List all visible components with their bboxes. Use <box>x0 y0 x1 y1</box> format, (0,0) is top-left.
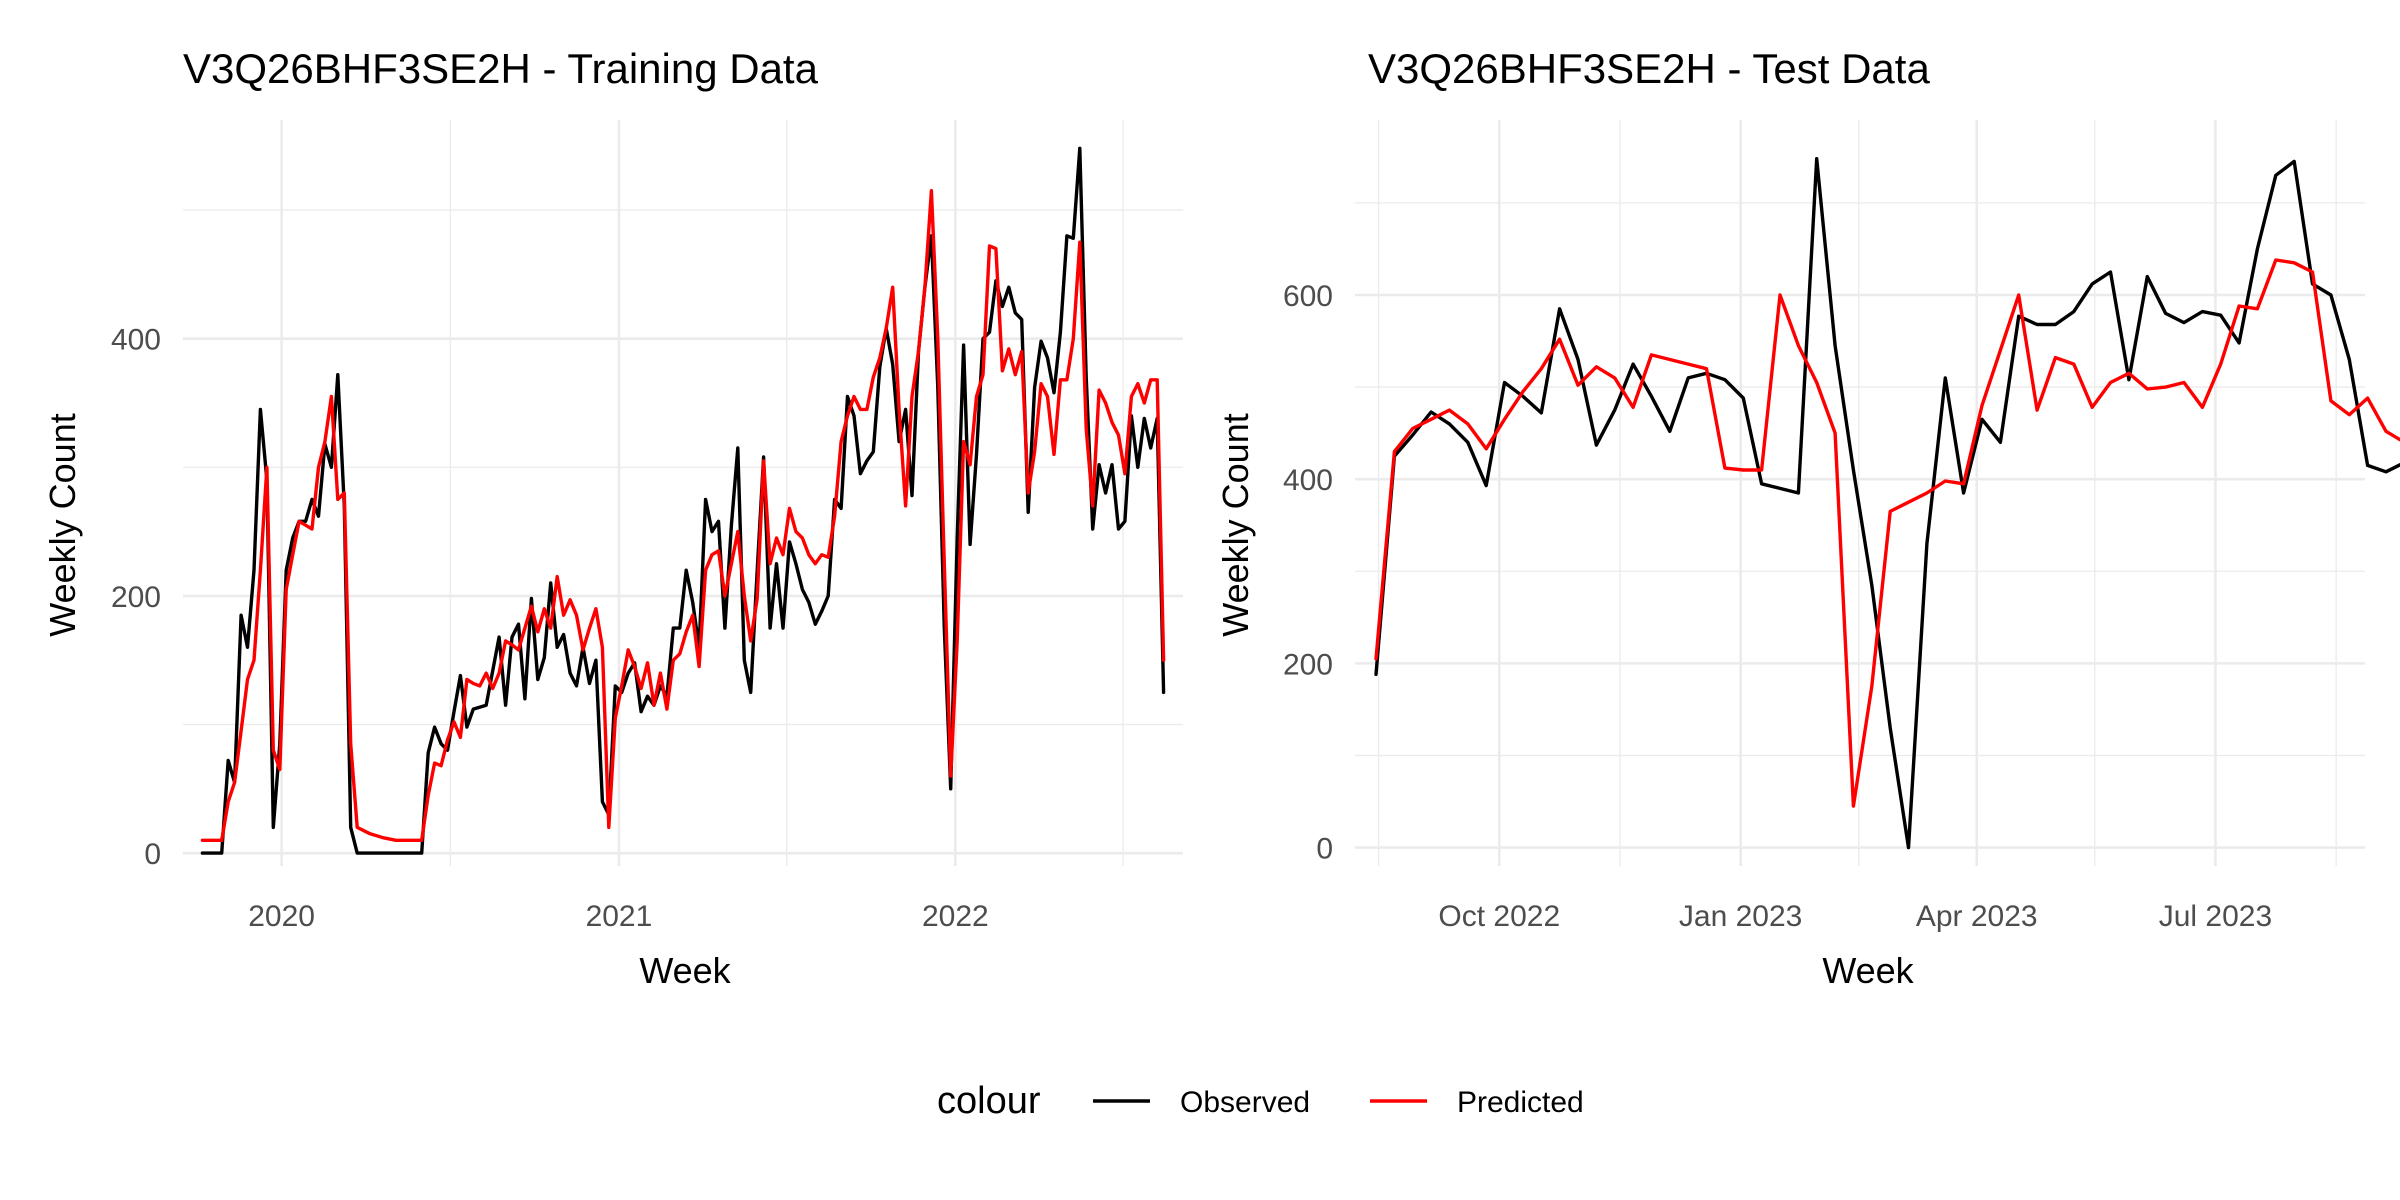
training-series <box>200 146 1166 855</box>
test-panel: V3Q26BHF3SE2H - Test Data Oct 2022 Jan 20… <box>1215 45 2400 991</box>
training-y-ticks: 0 200 400 <box>111 324 161 871</box>
legend-label-predicted: Predicted <box>1457 1086 1584 1119</box>
legend-label-observed: Observed <box>1180 1086 1310 1119</box>
training-x-tick-label: 2022 <box>922 900 989 933</box>
test-title: V3Q26BHF3SE2H - Test Data <box>1368 45 1930 92</box>
test-series <box>1374 156 2400 850</box>
test-x-tick-label: Jan 2023 <box>1679 900 1802 933</box>
training-x-tick-label: 2020 <box>248 900 315 933</box>
training-x-ticks: 2020 2021 2022 <box>248 900 988 933</box>
test-y-tick-label: 400 <box>1283 464 1333 497</box>
test-y-ticks: 0 200 400 600 <box>1283 280 1333 866</box>
training-y-axis-title: Weekly Count <box>42 413 83 636</box>
training-grid <box>183 120 1183 866</box>
test-y-axis-title: Weekly Count <box>1215 413 1256 636</box>
test-x-tick-label: Apr 2023 <box>1916 900 2038 933</box>
training-panel: V3Q26BHF3SE2H - Training Data 2020 2021 20… <box>42 45 1183 991</box>
training-y-tick-label: 200 <box>111 581 161 614</box>
test-series-predicted-line <box>1374 258 2400 808</box>
test-x-ticks: Oct 2022 Jan 2023 Apr 2023 Jul 2023 <box>1438 900 2272 933</box>
training-y-tick-label: 400 <box>111 324 161 357</box>
legend-title: colour <box>937 1080 1041 1122</box>
test-series-observed-line <box>1374 156 2400 850</box>
test-x-tick-label: Oct 2022 <box>1438 900 1560 933</box>
training-y-tick-label: 0 <box>144 838 161 871</box>
test-y-tick-label: 200 <box>1283 648 1333 681</box>
training-title: V3Q26BHF3SE2H - Training Data <box>183 45 819 92</box>
training-x-axis-title: Week <box>639 950 731 991</box>
training-series-predicted-line <box>200 188 1166 842</box>
test-y-tick-label: 600 <box>1283 280 1333 313</box>
test-y-tick-label: 0 <box>1316 833 1333 866</box>
test-x-axis-title: Week <box>1822 950 1914 991</box>
test-x-tick-label: Jul 2023 <box>2159 900 2272 933</box>
legend: colour Observed Predicted <box>937 1080 1584 1122</box>
training-series-observed-line <box>200 146 1166 855</box>
training-x-tick-label: 2021 <box>586 900 653 933</box>
